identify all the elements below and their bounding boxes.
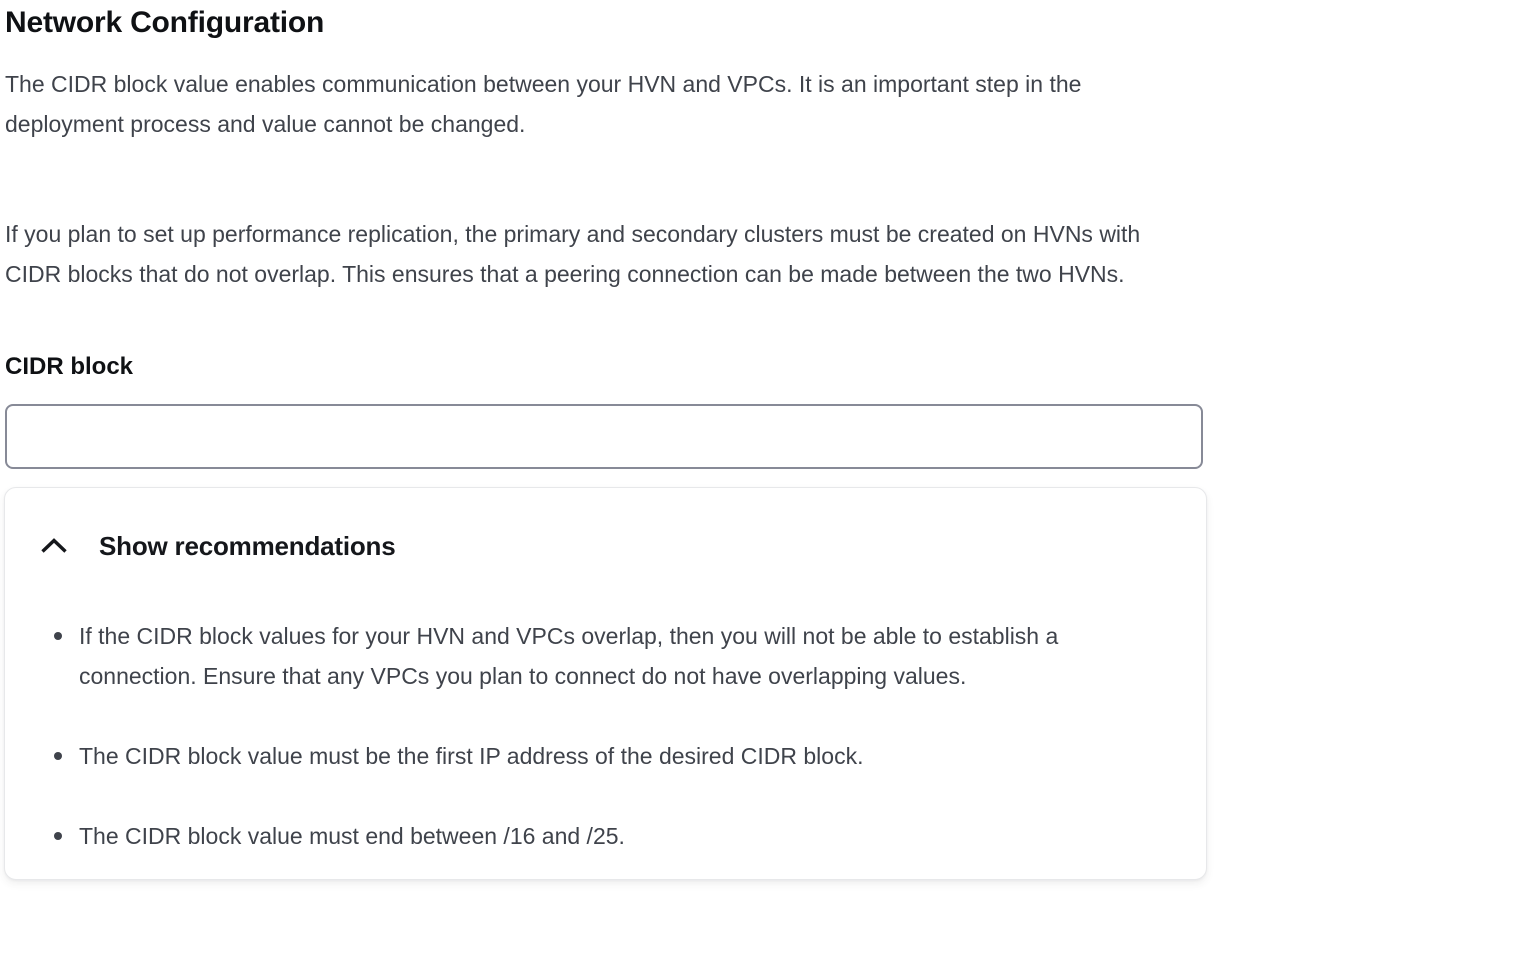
recommendation-item: The CIDR block value must be the first I… [39,736,1129,776]
network-configuration-section: Network Configuration The CIDR block val… [4,6,1207,880]
cidr-block-label: CIDR block [5,353,134,380]
recommendation-item: The CIDR block value must end between /1… [39,816,1129,856]
recommendations-list: If the CIDR block values for your HVN an… [39,616,1161,856]
page-title: Network Configuration [5,6,325,39]
cidr-block-input[interactable] [5,404,1203,469]
replication-note-text: If you plan to set up performance replic… [5,221,1141,287]
recommendations-toggle-label: Show recommendations [99,531,396,561]
chevron-up-icon [39,536,69,556]
cidr-intro-text: The CIDR block value enables communicati… [5,71,1082,137]
recommendations-toggle[interactable]: Show recommendations [39,530,396,562]
recommendation-item: If the CIDR block values for your HVN an… [39,616,1129,696]
recommendations-card: Show recommendations If the CIDR block v… [4,487,1207,880]
